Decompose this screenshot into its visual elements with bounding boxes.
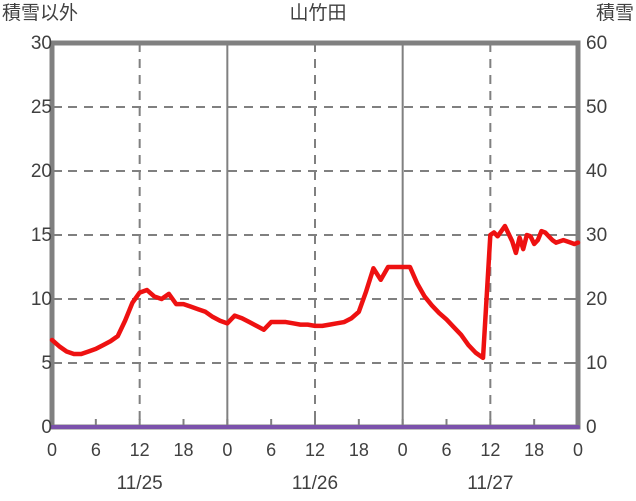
x-axis-tick-label: 12	[304, 440, 326, 460]
right-axis-tick-30: 30	[586, 225, 608, 246]
left-axis-tick-0: 0	[41, 417, 52, 438]
x-axis-tick-label: 12	[480, 440, 501, 460]
left-axis-tick-5: 5	[41, 353, 52, 374]
x-axis-tick-label: 12	[129, 440, 150, 460]
x-axis-date-label: 11/26	[291, 473, 339, 494]
left-axis-tick-10: 10	[30, 289, 52, 310]
right-axis-tick-60: 60	[586, 33, 608, 54]
left-axis-tick-30: 30	[30, 33, 52, 54]
right-axis-tick-40: 40	[586, 161, 608, 182]
left-axis-tick-20: 20	[30, 161, 52, 182]
x-axis-tick-label: 6	[90, 440, 101, 460]
x-axis-tick-label: 18	[173, 440, 194, 460]
x-axis-tick-label: 0	[572, 440, 583, 460]
right-axis-tick-10: 10	[586, 353, 608, 374]
day-boundary-lines	[226, 43, 404, 427]
x-axis-tick-label: 6	[441, 440, 452, 460]
x-axis-tick-label: 6	[266, 440, 277, 460]
x-axis-tick-label: 18	[524, 440, 545, 460]
chart-title: 山竹田	[289, 3, 347, 24]
left-axis-tick-15: 15	[30, 225, 52, 246]
x-axis-date-label: 11/25	[116, 473, 163, 494]
x-axis-tick-label: 0	[46, 440, 57, 460]
right-axis-title: 積雪	[595, 3, 634, 24]
x-axis-tick-label: 0	[397, 440, 408, 460]
x-axis-tick-label: 0	[222, 440, 233, 460]
right-axis-tick-20: 20	[586, 289, 608, 310]
right-axis-tick-0: 0	[586, 417, 597, 438]
left-axis-title: 積雪以外	[2, 3, 79, 24]
x-axis-date-label: 11/27	[467, 473, 514, 494]
x-axis-tick-label: 18	[348, 440, 369, 460]
right-axis-tick-50: 50	[586, 97, 608, 118]
left-axis-tick-25: 25	[30, 97, 52, 118]
data-series	[49, 223, 581, 429]
